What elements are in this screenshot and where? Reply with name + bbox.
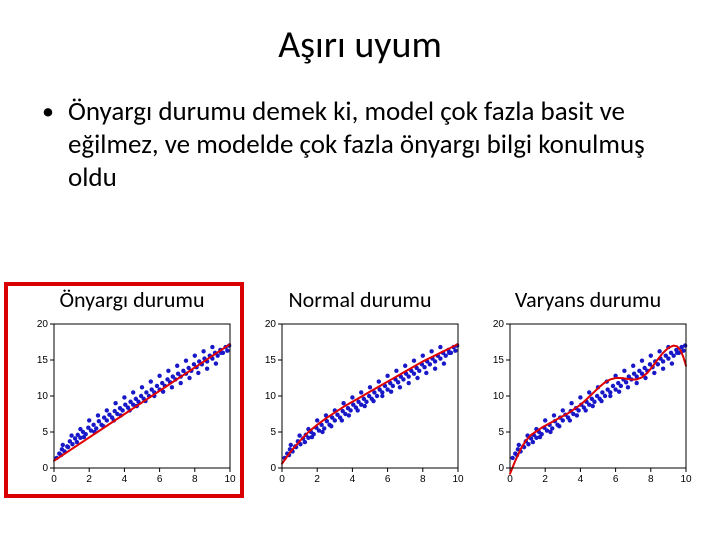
svg-text:4: 4 bbox=[578, 474, 584, 485]
chart-box-1: Normal durumu 0 2 4 6 8 10 0 5 10 15 20 bbox=[246, 286, 474, 486]
bullet-dot: • bbox=[40, 96, 68, 128]
svg-text:2: 2 bbox=[542, 474, 548, 485]
svg-text:2: 2 bbox=[314, 474, 320, 485]
svg-text:5: 5 bbox=[498, 427, 504, 438]
chart-box-2: Varyans durumu 0 2 4 6 8 10 0 5 10 15 20 bbox=[474, 286, 702, 486]
svg-text:6: 6 bbox=[385, 474, 391, 485]
chart-label-1: Normal durumu bbox=[288, 286, 431, 312]
chart-1: 0 2 4 6 8 10 0 5 10 15 20 bbox=[256, 318, 464, 486]
bullet-1: • Önyargı durumu demek ki, model çok faz… bbox=[40, 96, 680, 195]
slide-body: • Önyargı durumu demek ki, model çok faz… bbox=[0, 68, 720, 195]
svg-text:10: 10 bbox=[265, 391, 277, 402]
svg-text:10: 10 bbox=[452, 474, 464, 485]
svg-text:0: 0 bbox=[279, 474, 285, 485]
svg-text:15: 15 bbox=[493, 355, 505, 366]
slide-title: Aşırı uyum bbox=[0, 0, 720, 68]
svg-text:6: 6 bbox=[613, 474, 619, 485]
slide-root: { "title": "Aşırı uyum", "bullet_prefix_… bbox=[0, 0, 720, 540]
chart-2: 0 2 4 6 8 10 0 5 10 15 20 bbox=[484, 318, 692, 486]
svg-text:20: 20 bbox=[265, 319, 277, 330]
svg-text:15: 15 bbox=[265, 355, 277, 366]
svg-text:4: 4 bbox=[350, 474, 356, 485]
chart-label-2: Varyans durumu bbox=[515, 286, 661, 312]
highlight-rect bbox=[4, 282, 244, 498]
bullet-bold: Önyargı durumu bbox=[68, 95, 246, 128]
bullet-text: Önyargı durumu demek ki, model çok fazla… bbox=[68, 96, 680, 195]
svg-text:5: 5 bbox=[270, 427, 276, 438]
svg-text:0: 0 bbox=[507, 474, 513, 485]
svg-text:0: 0 bbox=[270, 463, 276, 474]
svg-text:10: 10 bbox=[680, 474, 692, 485]
svg-text:10: 10 bbox=[493, 391, 505, 402]
svg-text:0: 0 bbox=[498, 463, 504, 474]
svg-text:8: 8 bbox=[648, 474, 654, 485]
svg-text:8: 8 bbox=[420, 474, 426, 485]
svg-text:20: 20 bbox=[493, 319, 505, 330]
